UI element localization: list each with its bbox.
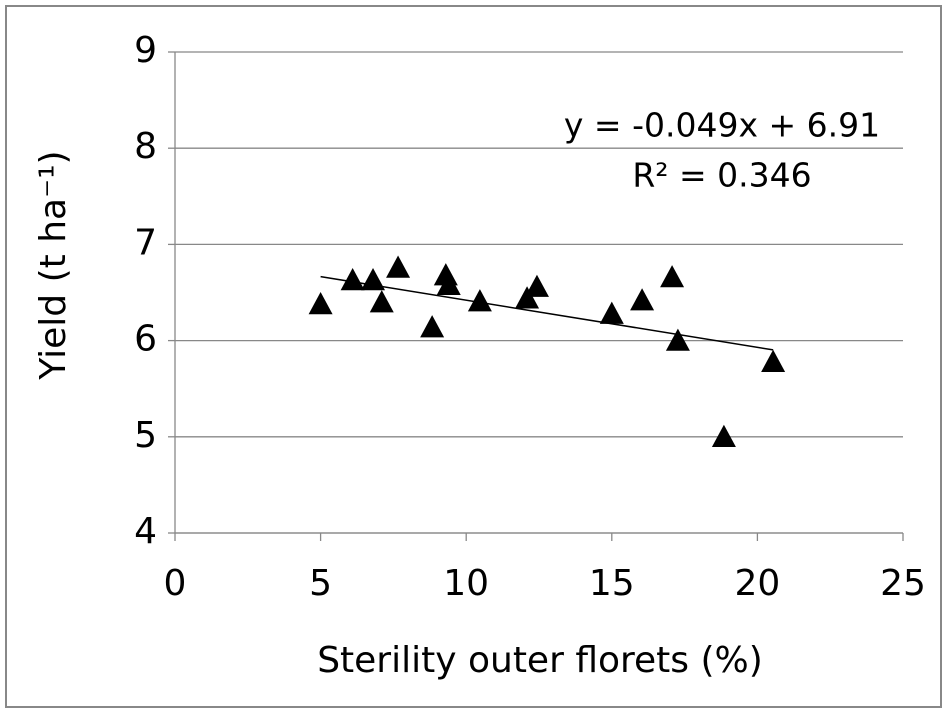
point: [467, 289, 492, 312]
x-tick-label: 25: [880, 563, 926, 604]
y-tick-label: 6: [134, 319, 157, 360]
point: [630, 288, 655, 311]
trend-equation: y = -0.049x + 6.91: [564, 106, 880, 145]
point: [660, 265, 685, 288]
point: [386, 255, 411, 278]
y-tick-label: 5: [134, 415, 157, 456]
x-axis-label: Sterility outer florets (%): [317, 640, 763, 681]
point: [369, 290, 394, 313]
trend-r-squared: R² = 0.346: [632, 156, 811, 195]
point: [361, 267, 386, 291]
point: [308, 292, 333, 315]
point: [340, 267, 365, 291]
point: [515, 286, 540, 309]
y-tick-label: 9: [134, 30, 157, 71]
y-tick-label: 8: [134, 126, 157, 167]
x-tick-label: 5: [309, 563, 332, 604]
trendline: [320, 275, 774, 351]
y-axis-label: Yield (t ha⁻¹): [33, 150, 74, 380]
point: [711, 424, 736, 447]
x-tick-label: 10: [443, 563, 489, 604]
x-tick-label: 0: [164, 563, 187, 604]
point: [524, 274, 549, 297]
point: [436, 272, 461, 296]
x-tick-label: 15: [589, 563, 635, 604]
y-tick-label: 4: [134, 511, 157, 552]
x-tick-label: 20: [734, 563, 780, 604]
point: [599, 301, 624, 324]
point: [761, 349, 786, 372]
point: [665, 328, 690, 351]
point: [420, 315, 445, 338]
y-tick-label: 7: [134, 222, 157, 263]
chart-frame: [5, 5, 942, 708]
